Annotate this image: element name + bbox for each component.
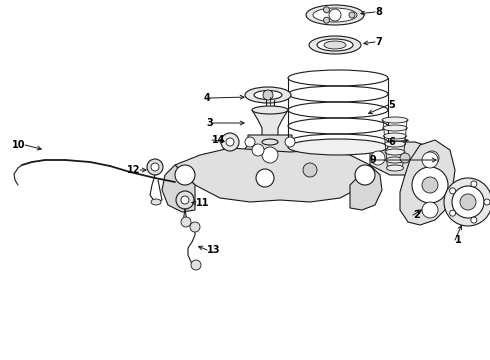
Ellipse shape [324,41,346,49]
Circle shape [450,188,456,194]
Polygon shape [350,165,382,210]
Polygon shape [400,140,455,225]
Ellipse shape [383,125,407,131]
Circle shape [425,151,439,165]
Text: 5: 5 [388,100,395,110]
Text: 7: 7 [375,37,382,47]
Circle shape [147,159,163,175]
Ellipse shape [262,139,278,145]
Text: 8: 8 [375,7,382,17]
Polygon shape [162,165,195,212]
Circle shape [181,217,191,227]
Circle shape [226,138,234,146]
Polygon shape [240,135,300,175]
Ellipse shape [309,36,361,54]
Circle shape [444,178,490,226]
Text: 13: 13 [207,245,220,255]
Circle shape [329,9,341,21]
Circle shape [151,163,159,171]
Ellipse shape [384,141,406,147]
Text: 4: 4 [203,93,210,103]
Ellipse shape [317,39,353,51]
Circle shape [471,181,477,187]
Circle shape [323,7,329,13]
Ellipse shape [252,106,288,114]
Circle shape [471,217,477,223]
Ellipse shape [151,199,161,205]
Polygon shape [370,142,440,175]
Circle shape [176,191,194,209]
Circle shape [400,153,410,163]
Text: 2: 2 [413,210,420,220]
Circle shape [412,167,448,203]
Ellipse shape [313,8,357,22]
Circle shape [190,222,200,232]
Circle shape [422,152,438,168]
Ellipse shape [245,87,291,103]
Text: 10: 10 [11,140,25,150]
Circle shape [355,165,375,185]
Circle shape [371,151,385,165]
Text: 9: 9 [370,155,377,165]
Circle shape [422,177,438,193]
Ellipse shape [386,157,404,163]
Circle shape [349,12,355,18]
Text: 3: 3 [206,118,213,128]
Circle shape [252,144,264,156]
Ellipse shape [288,139,388,155]
Text: 1: 1 [455,235,462,245]
Text: 11: 11 [196,198,210,208]
Circle shape [221,133,239,151]
Circle shape [484,199,490,205]
Circle shape [181,196,189,204]
Polygon shape [175,148,370,202]
Ellipse shape [254,90,282,99]
Circle shape [450,210,456,216]
Circle shape [323,17,329,23]
Ellipse shape [385,149,405,155]
Text: 12: 12 [126,165,140,175]
Text: 14: 14 [212,135,225,145]
Circle shape [285,137,295,147]
Circle shape [175,165,195,185]
Circle shape [245,137,255,147]
Circle shape [303,163,317,177]
Ellipse shape [306,5,364,25]
Polygon shape [252,110,288,142]
Ellipse shape [384,133,407,139]
Circle shape [422,202,438,218]
Circle shape [191,260,201,270]
Text: 6: 6 [388,137,395,147]
Circle shape [262,147,278,163]
Circle shape [256,169,274,187]
Circle shape [263,90,273,100]
Circle shape [460,194,476,210]
Ellipse shape [387,165,403,171]
Circle shape [452,186,484,218]
Ellipse shape [382,117,408,123]
